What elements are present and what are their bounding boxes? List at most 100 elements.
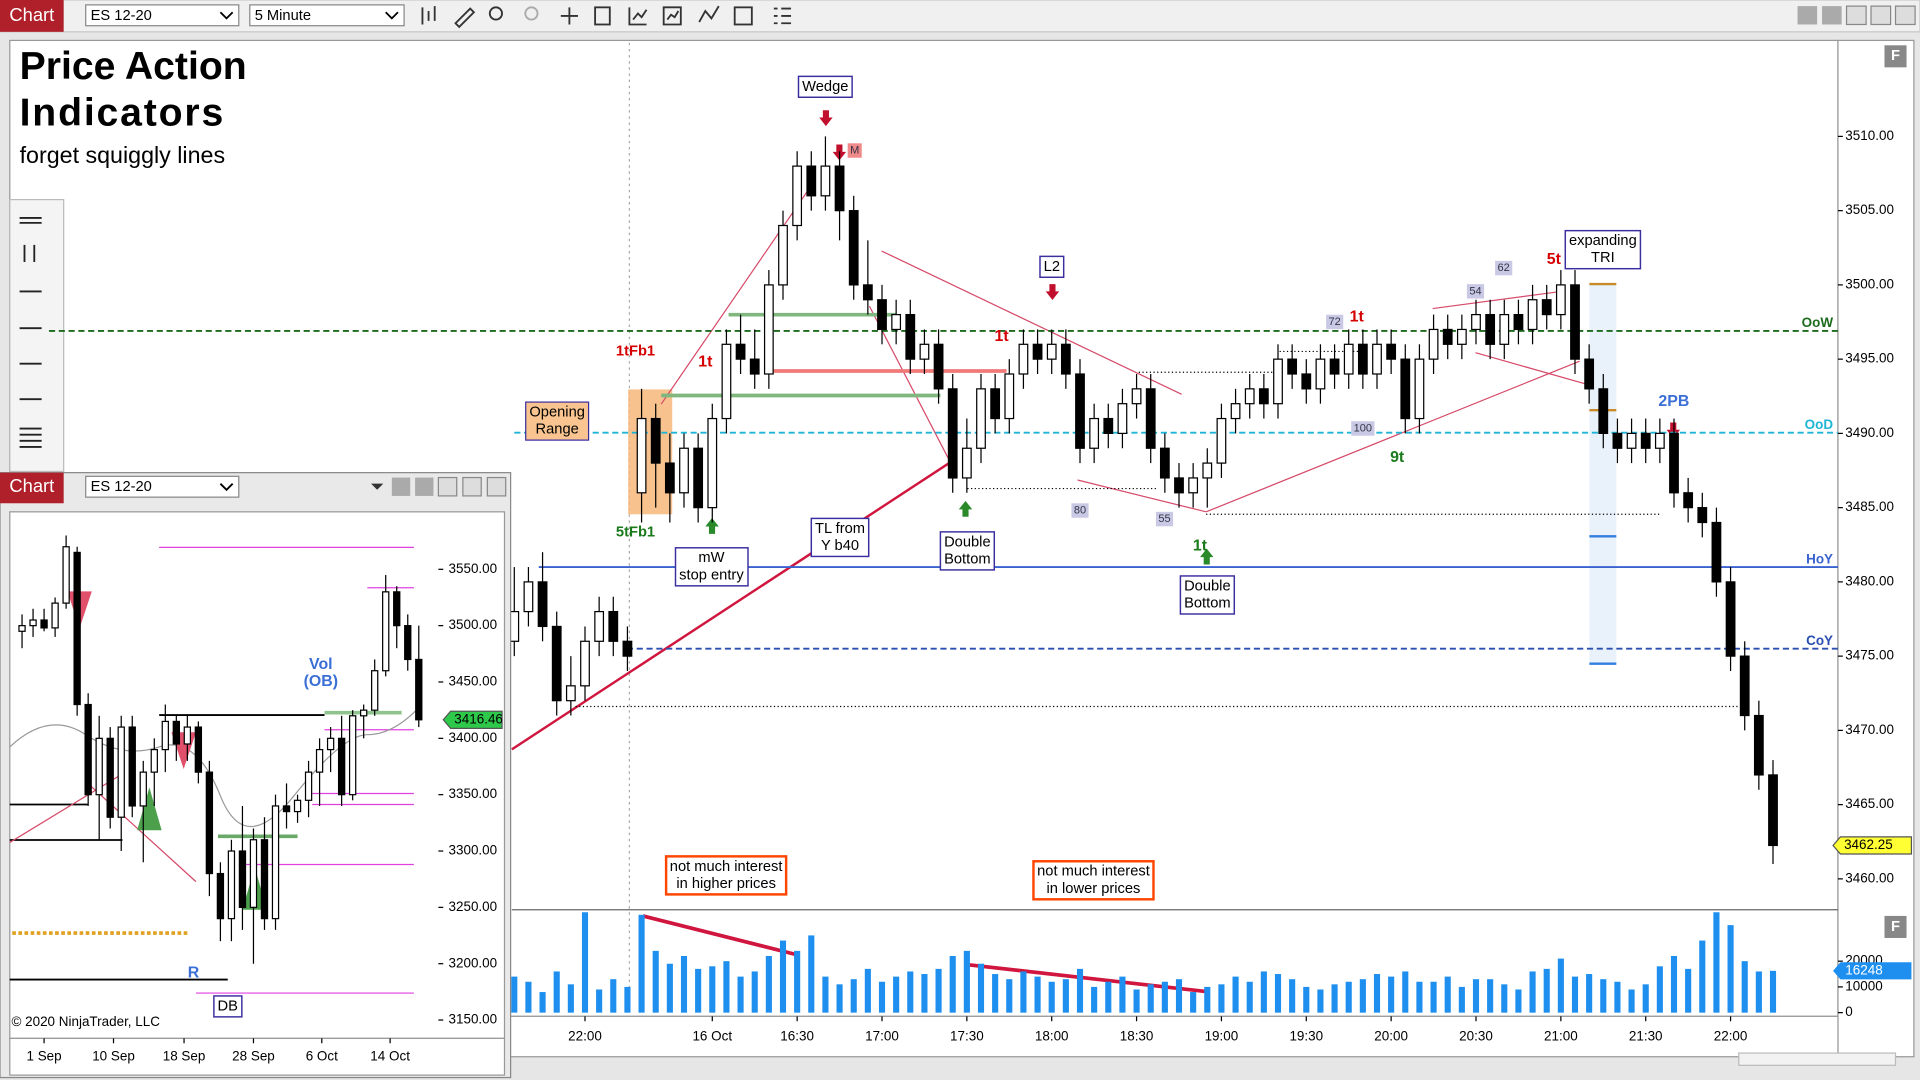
volume-trend bbox=[969, 963, 1209, 994]
button[interactable] bbox=[371, 483, 384, 490]
button[interactable] bbox=[415, 477, 434, 496]
candle-body bbox=[1400, 358, 1411, 420]
instrument-select[interactable] bbox=[85, 4, 240, 27]
button[interactable] bbox=[1870, 5, 1892, 26]
y-tick-label: 3495.00 bbox=[1845, 351, 1894, 366]
annotation-text: 5tFb1 bbox=[616, 525, 655, 541]
button[interactable] bbox=[1822, 6, 1842, 25]
chart-tab[interactable] bbox=[0, 0, 64, 32]
candle-body bbox=[1456, 328, 1467, 345]
menu-tool[interactable] bbox=[19, 427, 42, 448]
y-tick-label: 3500.00 bbox=[1845, 276, 1894, 291]
x-tick-label: 21:00 bbox=[1544, 1029, 1578, 1044]
button[interactable] bbox=[1845, 5, 1867, 26]
ruler-tool[interactable] bbox=[19, 217, 42, 224]
float-button-label[interactable]: F bbox=[1891, 48, 1900, 64]
interval-select[interactable] bbox=[249, 4, 405, 27]
annotation-text: Y b40 bbox=[821, 538, 859, 554]
trendline bbox=[87, 783, 197, 883]
y-tick-label: 3460.00 bbox=[1845, 870, 1894, 885]
candle-body bbox=[1584, 358, 1595, 390]
annotation-text: 2PB bbox=[1658, 393, 1689, 410]
annotation-text: Range bbox=[536, 422, 579, 438]
volume-bar bbox=[737, 976, 744, 1013]
draw-icon[interactable] bbox=[454, 7, 476, 29]
annotation: 100 bbox=[1351, 421, 1375, 436]
inset-chart-tab[interactable] bbox=[0, 472, 64, 504]
bar-type-icon[interactable] bbox=[421, 6, 436, 25]
float-button-label[interactable]: F bbox=[1891, 919, 1900, 935]
inset-instrument-select[interactable] bbox=[85, 475, 240, 498]
volume-bar bbox=[610, 979, 617, 1013]
candle-body bbox=[1258, 388, 1269, 405]
volume-bar bbox=[1246, 981, 1253, 1013]
candle-body bbox=[1428, 328, 1439, 360]
y-tick-label: 3500.00 bbox=[449, 617, 498, 632]
candle-body bbox=[1386, 343, 1397, 360]
strategies-icon[interactable] bbox=[662, 6, 682, 26]
button[interactable] bbox=[462, 476, 482, 497]
candle-body bbox=[404, 625, 412, 661]
x-tick-label: 14 Oct bbox=[370, 1048, 410, 1063]
volume-bar bbox=[1105, 981, 1112, 1013]
candle-body bbox=[1768, 774, 1778, 847]
volume-bar bbox=[1501, 984, 1508, 1013]
y-tick-label: 3485.00 bbox=[1845, 499, 1894, 514]
scrollbar[interactable] bbox=[1738, 1052, 1897, 1066]
annotation: Vol(OB) bbox=[304, 656, 338, 690]
volume-bar bbox=[1274, 974, 1282, 1013]
zoom-in-icon[interactable] bbox=[488, 6, 503, 21]
instrument-label[interactable]: ES 12-20 bbox=[91, 8, 152, 24]
candle-body bbox=[664, 462, 675, 494]
trendline bbox=[511, 458, 956, 751]
volume-bar bbox=[1373, 974, 1381, 1013]
snapshot-icon[interactable] bbox=[733, 6, 753, 26]
annotation-text: © 2020 NinjaTrader, LLC bbox=[11, 1014, 160, 1029]
volume-bar bbox=[765, 956, 772, 1013]
properties-icon[interactable] bbox=[594, 6, 611, 26]
crosshair-icon[interactable] bbox=[560, 7, 578, 25]
candle-body bbox=[227, 850, 236, 920]
candle-body bbox=[961, 447, 972, 479]
x-tick-label: 21:30 bbox=[1629, 1029, 1663, 1044]
y-tick-label: 3150.00 bbox=[449, 1012, 498, 1027]
candle-body bbox=[565, 685, 576, 702]
drawing-tools[interactable] bbox=[19, 217, 42, 448]
candle-body bbox=[1004, 373, 1015, 420]
candle-body bbox=[650, 417, 661, 464]
inset-axis: 3150.00 3200.00 3250.00 3300.00 3350.00 3400.… bbox=[26, 561, 502, 1063]
volume-bar bbox=[1557, 958, 1564, 1013]
float-button[interactable] bbox=[1884, 45, 1907, 68]
annotation-box bbox=[1351, 421, 1375, 436]
y-tick-label: 3475.00 bbox=[1845, 648, 1894, 663]
button[interactable] bbox=[486, 476, 507, 497]
volume-bar bbox=[1430, 981, 1437, 1013]
chart-tab-label[interactable]: Chart bbox=[9, 4, 54, 25]
toolbar-icons[interactable] bbox=[421, 5, 792, 29]
window-buttons[interactable] bbox=[1797, 5, 1916, 26]
candle-body bbox=[1555, 284, 1566, 316]
arrow-tool[interactable] bbox=[23, 244, 36, 263]
candle-body bbox=[1513, 313, 1524, 331]
button[interactable] bbox=[437, 476, 458, 497]
zoom-out-icon[interactable] bbox=[524, 6, 539, 21]
candle-body bbox=[1216, 417, 1227, 464]
indicators-icon[interactable] bbox=[628, 7, 648, 26]
interval-label[interactable]: 5 Minute bbox=[255, 8, 311, 24]
candle-body bbox=[393, 591, 401, 627]
button[interactable] bbox=[1797, 6, 1818, 25]
inset-instrument-label[interactable]: ES 12-20 bbox=[91, 479, 152, 495]
button[interactable] bbox=[391, 477, 411, 496]
float-button[interactable] bbox=[1884, 915, 1907, 938]
candle-body bbox=[382, 591, 390, 672]
volume-bar bbox=[751, 971, 758, 1013]
inset-tab-label[interactable]: Chart bbox=[9, 475, 54, 496]
y-tick-label: 3510.00 bbox=[1845, 128, 1894, 143]
candle-body bbox=[1372, 343, 1382, 375]
list-icon[interactable] bbox=[773, 7, 792, 25]
inset-window-buttons[interactable] bbox=[371, 476, 507, 497]
button[interactable] bbox=[1894, 5, 1916, 26]
x-tick-label: 28 Sep bbox=[232, 1048, 275, 1063]
trendline-icon[interactable] bbox=[698, 5, 720, 23]
